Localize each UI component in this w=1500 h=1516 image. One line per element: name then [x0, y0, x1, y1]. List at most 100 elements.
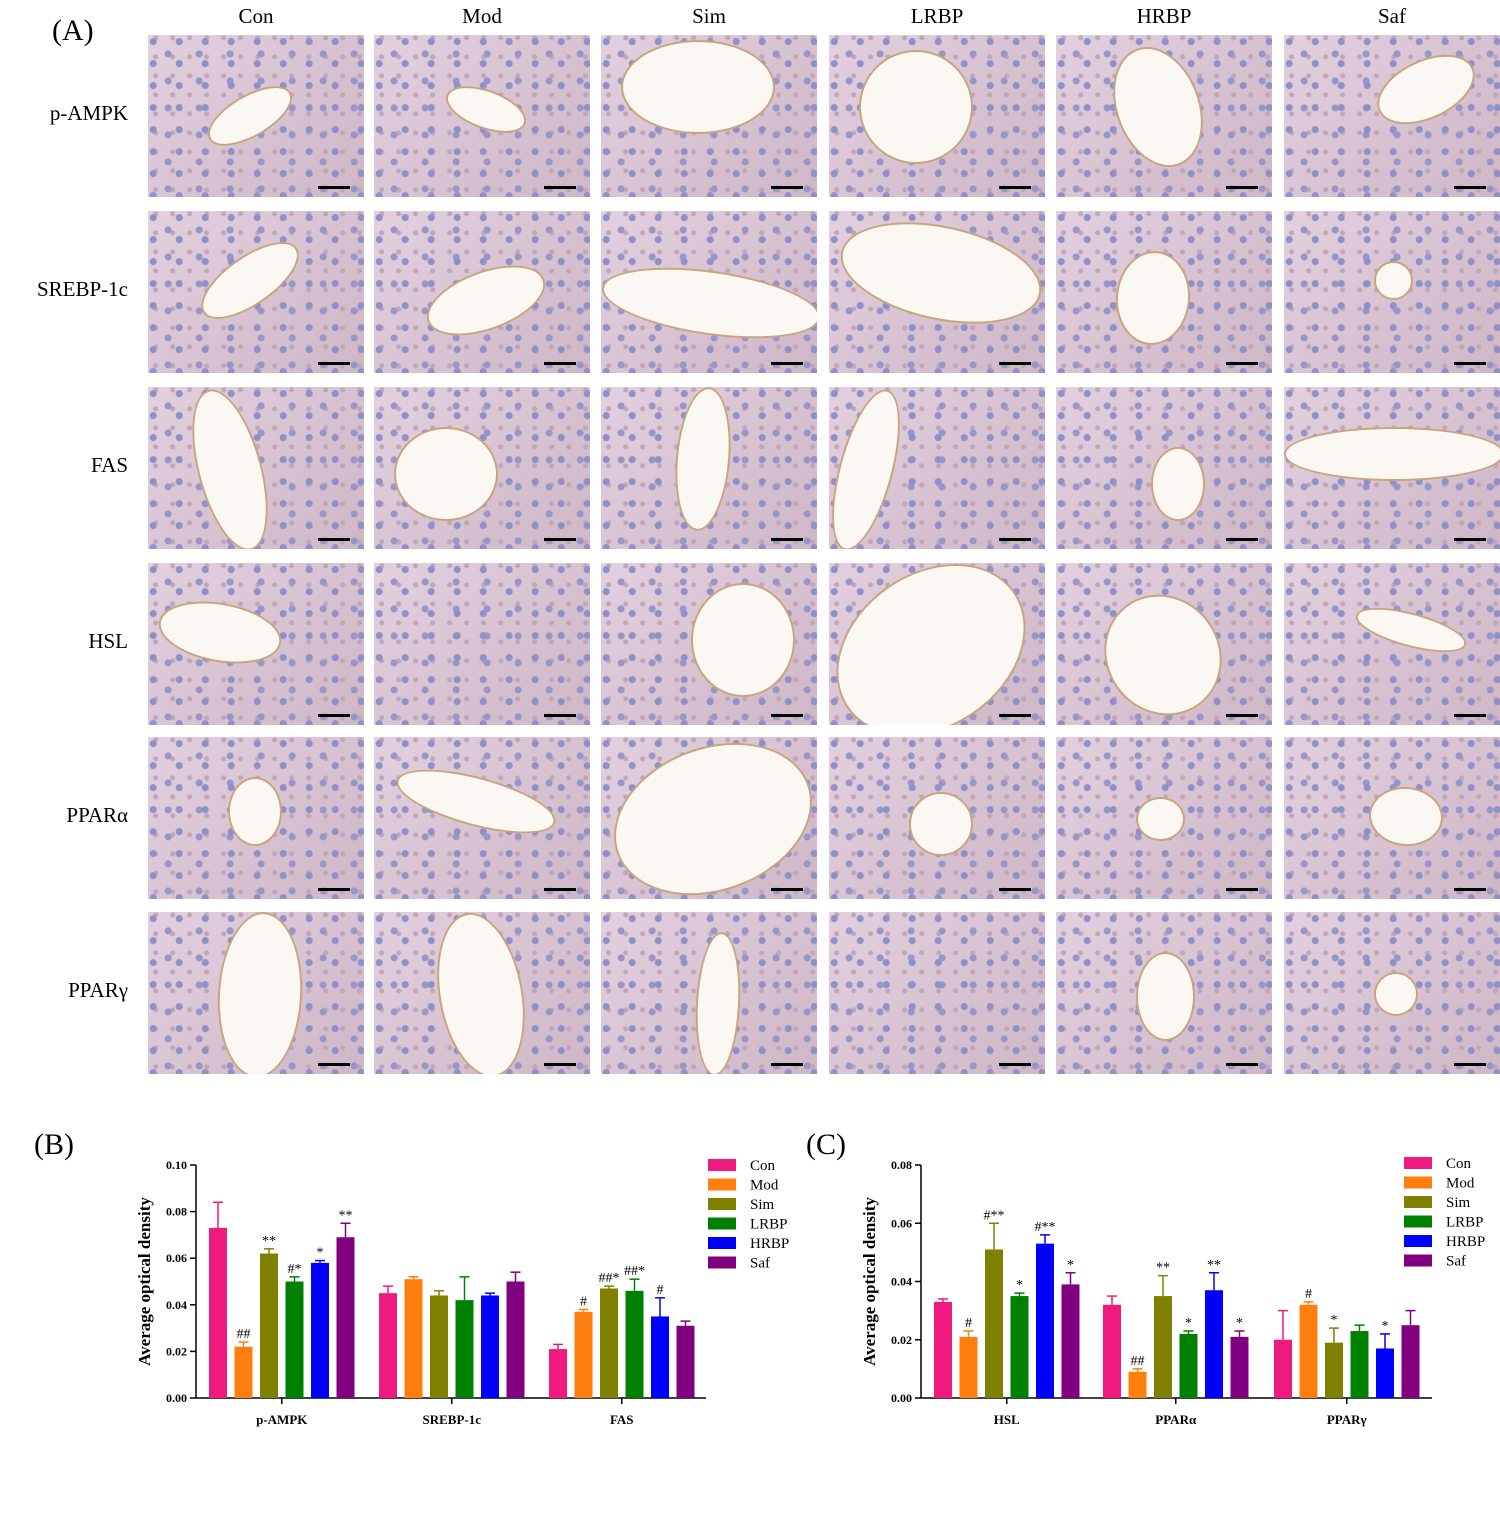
- scale-bar: [318, 888, 350, 891]
- scale-bar: [999, 186, 1031, 189]
- bar-mod: [1299, 1304, 1318, 1398]
- scale-bar: [771, 186, 803, 189]
- scale-bar: [1454, 1063, 1486, 1066]
- significance-mark: *: [1016, 1278, 1023, 1293]
- vessel-lumen: [831, 211, 1045, 341]
- row-label-0: p-AMPK: [49, 101, 128, 125]
- scale-bar: [771, 1063, 803, 1066]
- legend-swatch-hrbp: [708, 1237, 736, 1249]
- significance-mark: *: [1067, 1258, 1074, 1273]
- vessel-lumen: [1151, 447, 1205, 521]
- significance-mark: #: [1305, 1287, 1312, 1302]
- bar-lrbp: [625, 1290, 644, 1398]
- y-tick-label: 0.10: [166, 1158, 187, 1172]
- scale-bar: [1226, 186, 1258, 189]
- legend-label: Mod: [1446, 1176, 1475, 1192]
- vessel-lumen: [1374, 972, 1418, 1016]
- micrograph-tile: [148, 387, 364, 549]
- column-label-sim: Sim: [692, 4, 726, 28]
- significance-mark: *: [1236, 1316, 1243, 1331]
- vessel-lumen: [153, 592, 287, 673]
- micrograph-tile: [601, 912, 817, 1074]
- micrograph-tile: [1056, 35, 1272, 197]
- bar-mod: [234, 1346, 253, 1398]
- y-tick-label: 0.02: [891, 1333, 912, 1347]
- column-label-mod: Mod: [462, 4, 502, 28]
- significance-mark: **: [1207, 1258, 1221, 1273]
- micrograph-tile: [148, 211, 364, 373]
- legend-swatch-mod: [1404, 1176, 1432, 1189]
- legend-label: LRBP: [1446, 1215, 1484, 1231]
- chart-b: Average optical density 0.00 0.02 0.04 0.06 0…: [0, 1140, 800, 1470]
- micrograph-tile: [1056, 737, 1272, 899]
- vessel-lumen: [621, 40, 775, 134]
- micrograph-tile: [1284, 35, 1500, 197]
- legend-swatch-sim: [1404, 1196, 1432, 1208]
- scale-bar: [771, 888, 803, 891]
- micrograph-tile: [148, 912, 364, 1074]
- panel-b-label: (B): [34, 1128, 74, 1161]
- chart-c-svg: Average optical density 0.00 0.02 0.04 0.06 0…: [860, 1156, 1485, 1427]
- y-tick-label: 0.08: [166, 1205, 187, 1219]
- scale-bar: [1226, 538, 1258, 541]
- x-category-label: PPARα: [1155, 1412, 1197, 1427]
- vessel-lumen: [198, 74, 302, 158]
- vessel-lumen: [213, 912, 307, 1074]
- bar-saf: [676, 1325, 695, 1398]
- vessel-lumen: [1284, 427, 1500, 481]
- row-label-4: PPARα: [66, 803, 128, 827]
- micrograph-tile: [148, 563, 364, 725]
- legend-label: Mod: [750, 1178, 779, 1194]
- bar-saf: [1401, 1325, 1420, 1398]
- bar-lrbp: [285, 1281, 304, 1398]
- legend-label: LRBP: [750, 1217, 788, 1233]
- micrograph-tile: [374, 387, 590, 549]
- vessel-lumen: [1136, 952, 1195, 1041]
- bar-mod: [1128, 1371, 1147, 1398]
- significance-mark: ##*: [599, 1271, 620, 1286]
- y-tick-label: 0.06: [166, 1251, 187, 1265]
- bar-lrbp: [455, 1300, 474, 1398]
- significance-mark: **: [262, 1234, 276, 1249]
- bar-hrbp: [311, 1262, 329, 1398]
- significance-mark: *: [1185, 1316, 1192, 1331]
- scale-bar: [999, 714, 1031, 717]
- legend-label: HRBP: [750, 1236, 789, 1252]
- vessel-lumen: [425, 912, 537, 1074]
- y-tick-label: 0.06: [891, 1216, 912, 1230]
- vessel-lumen: [417, 251, 555, 350]
- bar-mod: [404, 1279, 423, 1398]
- scale-bar: [544, 1063, 576, 1066]
- scale-bar: [1454, 538, 1486, 541]
- vessel-lumen: [1097, 35, 1219, 180]
- x-category-label: FAS: [610, 1412, 634, 1427]
- column-label-hrbp: HRBP: [1136, 4, 1192, 28]
- scale-bar: [771, 538, 803, 541]
- legend-label: Sim: [750, 1197, 775, 1213]
- micrograph-tile: [601, 35, 817, 197]
- y-tick-label: 0.08: [891, 1158, 912, 1172]
- legend-label: Con: [750, 1158, 776, 1174]
- scale-bar: [999, 888, 1031, 891]
- row-label-2: FAS: [91, 453, 128, 477]
- bar-saf: [1230, 1336, 1249, 1398]
- y-axis-label: Average optical density: [860, 1197, 879, 1366]
- vessel-lumen: [189, 227, 311, 334]
- significance-mark: *: [1331, 1313, 1338, 1328]
- column-label-lrbp: LRBP: [910, 4, 964, 28]
- scale-bar: [318, 714, 350, 717]
- micrograph-tile: [601, 563, 817, 725]
- vessel-lumen: [829, 387, 914, 549]
- bar-sim: [985, 1249, 1003, 1398]
- vessel-lumen: [394, 427, 498, 521]
- row-label-5: PPARγ: [68, 978, 128, 1002]
- significance-mark: *: [1382, 1319, 1389, 1334]
- micrograph-tile: [601, 387, 817, 549]
- vessel-lumen: [859, 50, 973, 164]
- scale-bar: [1454, 186, 1486, 189]
- scale-bar: [771, 714, 803, 717]
- micrograph-tile: [374, 35, 590, 197]
- significance-mark: **: [1156, 1261, 1170, 1276]
- bar-sim: [600, 1288, 618, 1398]
- micrograph-tile: [1056, 912, 1272, 1074]
